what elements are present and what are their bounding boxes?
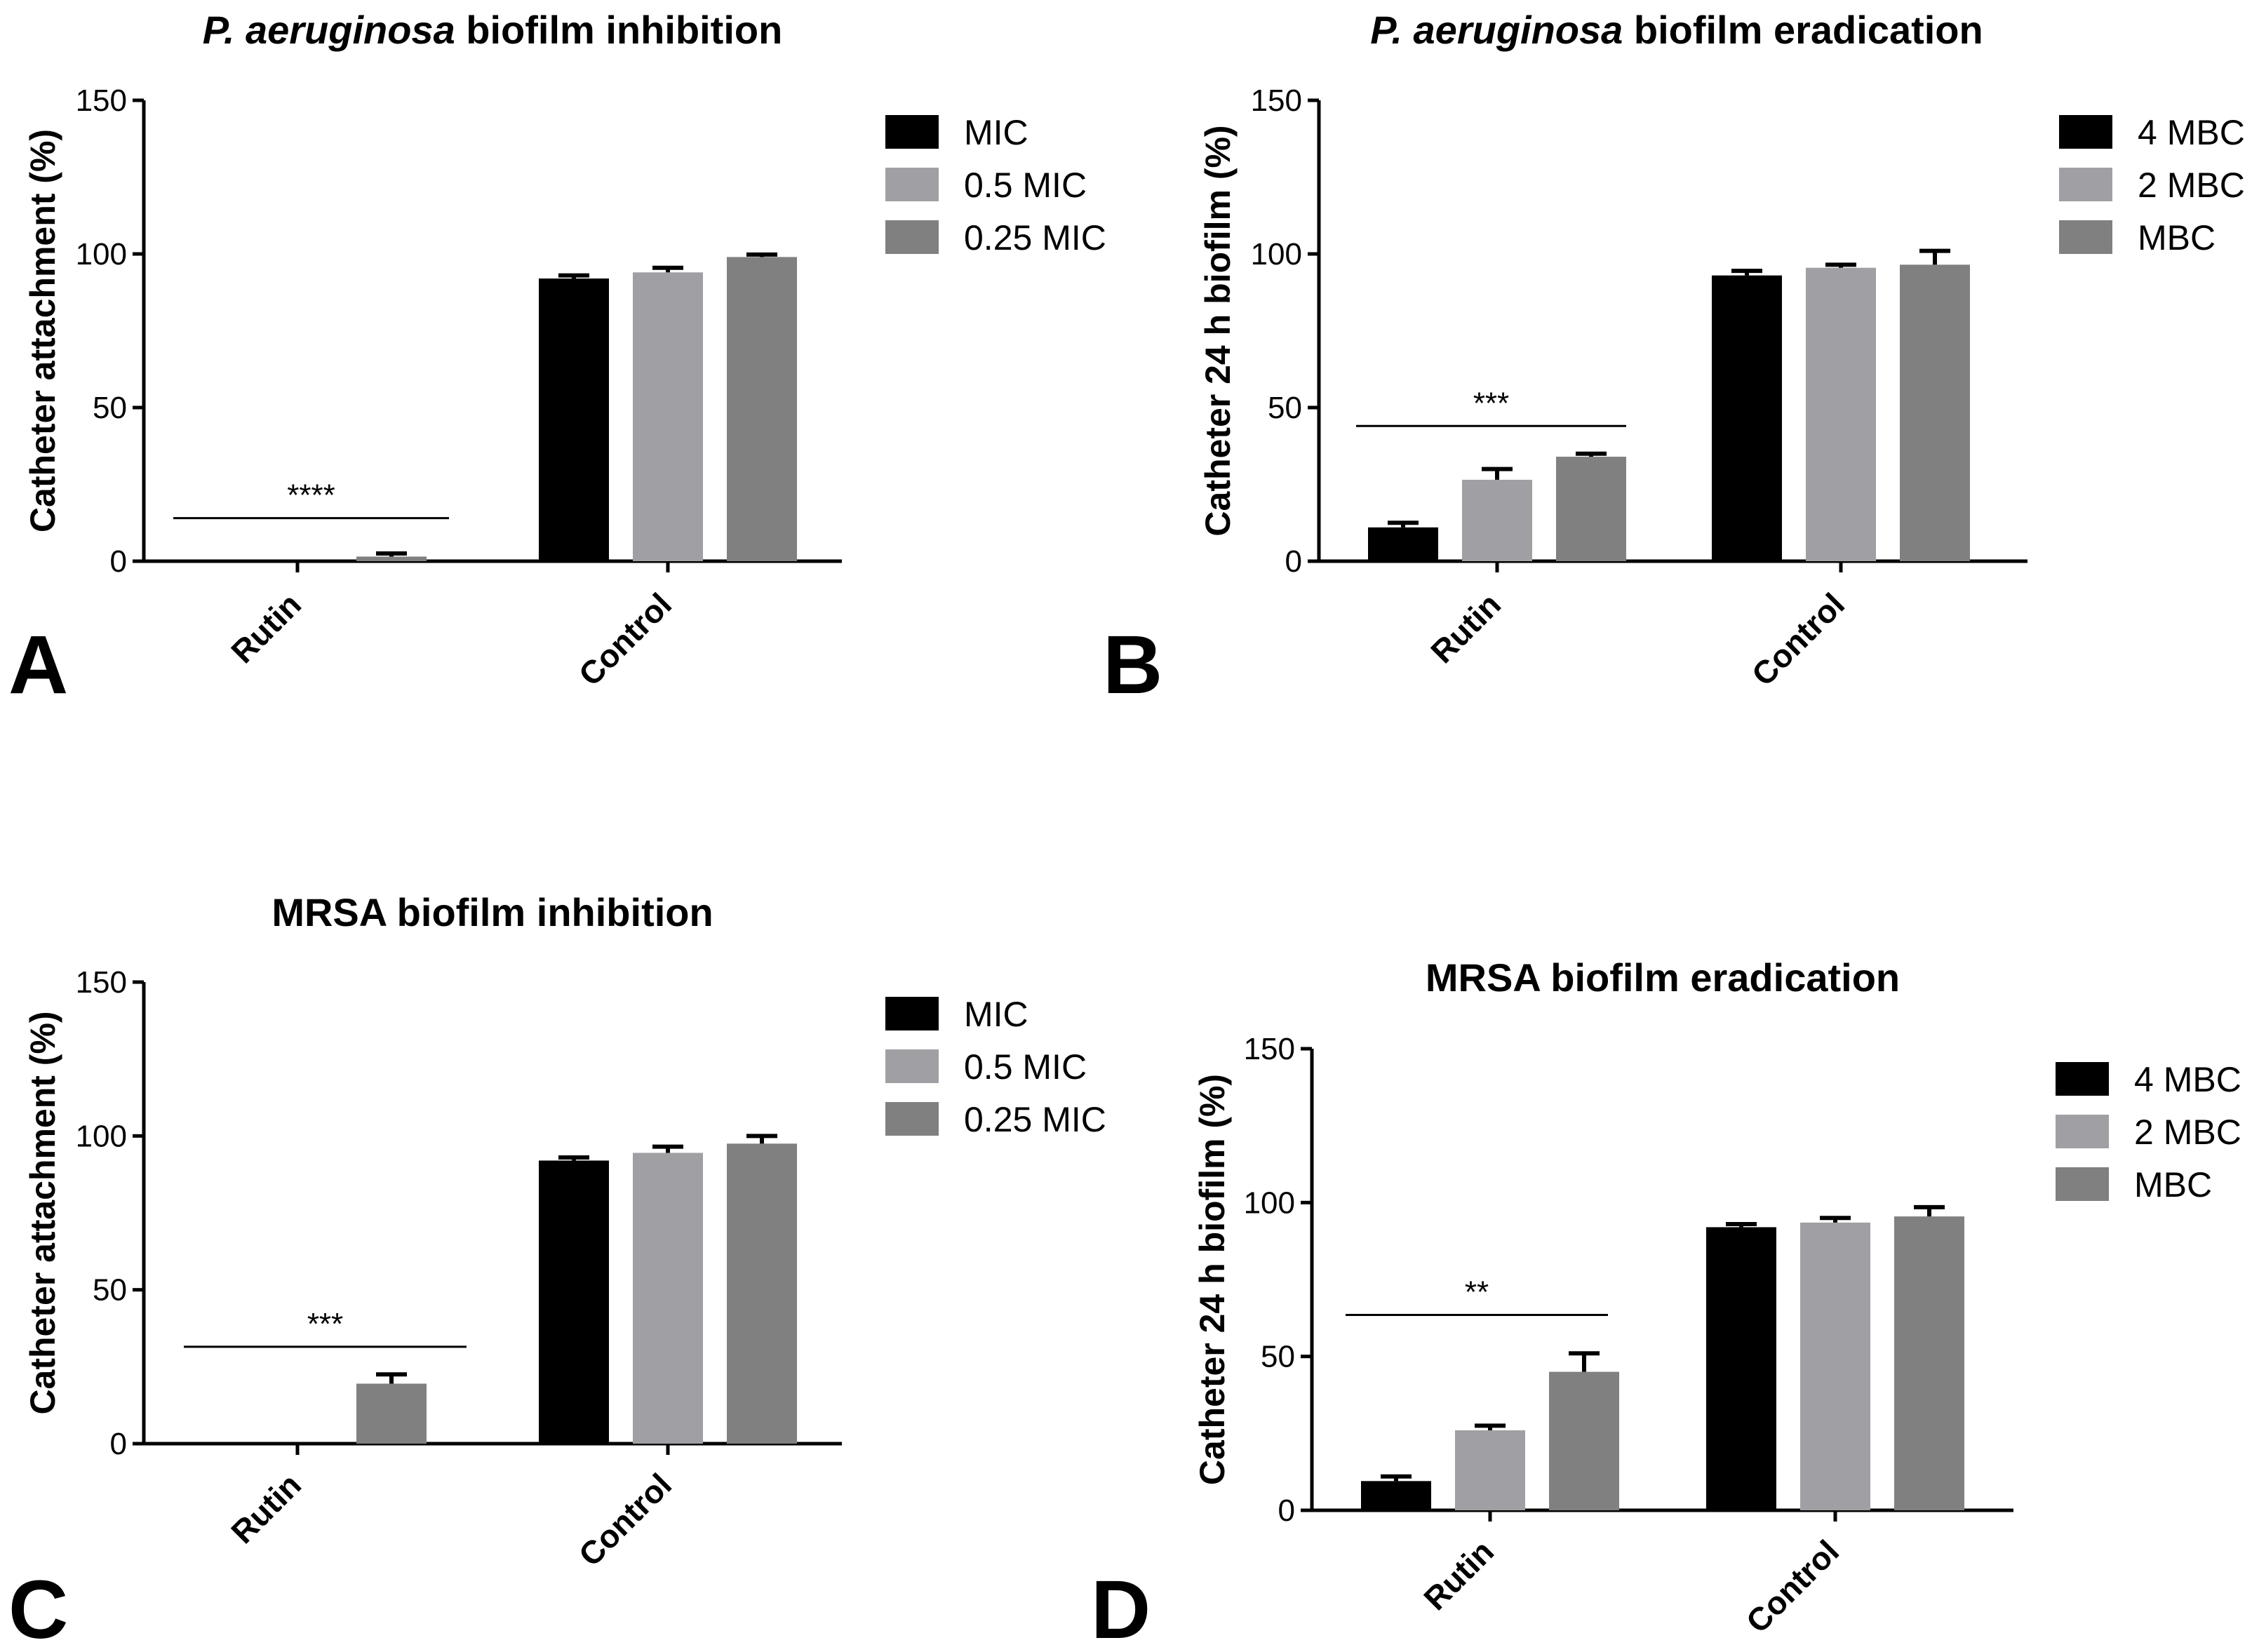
bar <box>633 272 703 561</box>
chart-title-text: biofilm eradication <box>1623 8 1983 52</box>
bar <box>1706 1227 1776 1510</box>
bar <box>1712 275 1782 561</box>
chart-title-text: MRSA biofilm inhibition <box>272 890 713 934</box>
y-tick-label: 0 <box>110 544 127 579</box>
legend-swatch <box>885 1102 939 1136</box>
bar <box>1800 1222 1870 1510</box>
legend-swatch <box>2056 1062 2109 1096</box>
y-tick-label: 150 <box>76 965 127 1000</box>
legend-label: 2 MBC <box>2138 166 2245 205</box>
legend-swatch <box>885 220 939 254</box>
bar <box>1900 264 1970 561</box>
panel-B: P. aeruginosa biofilm eradication Cathete… <box>1103 8 2245 711</box>
bar <box>356 1383 427 1444</box>
x-tick-label: Control <box>1745 586 1851 692</box>
x-tick-label: Rutin <box>224 586 308 670</box>
bar <box>1556 457 1626 561</box>
panel-A: P. aeruginosa biofilm inhibition Catheter… <box>8 8 1106 711</box>
y-tick-label: 150 <box>1251 83 1302 118</box>
y-axis-label: Catheter attachment (%) <box>23 1011 62 1414</box>
bar <box>1462 479 1532 561</box>
legend-swatch <box>885 115 939 149</box>
legend-label: 0.5 MIC <box>964 1047 1087 1087</box>
y-tick-label: 50 <box>1261 1340 1295 1374</box>
y-tick-label: 50 <box>93 391 127 425</box>
legend-label: 0.25 MIC <box>964 218 1106 257</box>
legend-label: MIC <box>964 995 1028 1034</box>
chart-title: P. aeruginosa biofilm eradication <box>1370 8 1983 52</box>
legend-label: MBC <box>2138 218 2216 257</box>
bar <box>727 257 797 561</box>
legend-label: 4 MBC <box>2138 113 2245 152</box>
y-tick-label: 100 <box>76 1119 127 1153</box>
significance-label: ** <box>1465 1275 1489 1309</box>
legend-label: 2 MBC <box>2134 1113 2241 1152</box>
legend-swatch <box>885 168 939 201</box>
y-tick-label: 100 <box>76 237 127 271</box>
y-tick-label: 150 <box>1244 1032 1295 1066</box>
panel-D: MRSA biofilm eradication Catheter 24 h bi… <box>1091 955 2241 1652</box>
legend-label: MIC <box>964 113 1028 152</box>
y-tick-label: 100 <box>1244 1186 1295 1220</box>
legend-label: 0.25 MIC <box>964 1100 1106 1139</box>
y-tick-label: 150 <box>76 83 127 118</box>
chart-title-italic: P. aeruginosa <box>203 8 455 52</box>
legend-swatch <box>2059 220 2112 254</box>
bar <box>539 1160 609 1444</box>
bar <box>356 556 427 561</box>
y-tick-label: 50 <box>93 1273 127 1308</box>
x-tick-label: Control <box>1739 1533 1846 1639</box>
y-tick-label: 0 <box>1285 544 1302 579</box>
legend-swatch <box>2056 1167 2109 1201</box>
bar <box>1549 1371 1619 1510</box>
legend-label: 4 MBC <box>2134 1060 2241 1099</box>
legend-swatch <box>2059 168 2112 201</box>
panel-letter: C <box>8 1564 68 1652</box>
x-tick-label: Rutin <box>224 1466 308 1550</box>
y-tick-label: 0 <box>1278 1493 1295 1528</box>
panel-letter: A <box>8 619 68 711</box>
x-tick-label: Control <box>572 1466 678 1573</box>
bar <box>539 278 609 561</box>
bar <box>1361 1481 1431 1510</box>
legend-swatch <box>885 1049 939 1083</box>
x-tick-label: Rutin <box>1416 1533 1501 1617</box>
chart-title-italic: P. aeruginosa <box>1370 8 1623 52</box>
bar <box>1894 1216 1964 1510</box>
chart-title: MRSA biofilm eradication <box>1426 955 1900 1000</box>
chart-title-text: MRSA biofilm eradication <box>1426 955 1900 1000</box>
legend-swatch <box>2056 1115 2109 1148</box>
x-tick-label: Rutin <box>1423 586 1508 670</box>
panel-letter: D <box>1091 1564 1151 1652</box>
significance-label: *** <box>1473 386 1509 420</box>
chart-title-text: biofilm inhibition <box>455 8 783 52</box>
y-tick-label: 50 <box>1268 391 1302 425</box>
bar <box>1455 1430 1525 1510</box>
panel-C: MRSA biofilm inhibition Catheter attachme… <box>8 890 1106 1652</box>
chart-title: MRSA biofilm inhibition <box>272 890 713 934</box>
y-axis-label: Catheter 24 h biofilm (%) <box>1193 1074 1232 1485</box>
legend-label: 0.5 MIC <box>964 166 1087 205</box>
legend-label: MBC <box>2134 1165 2212 1204</box>
legend-swatch <box>2059 115 2112 149</box>
bar <box>633 1153 703 1444</box>
significance-label: **** <box>287 478 335 513</box>
panel-letter: B <box>1103 619 1162 711</box>
y-axis-label: Catheter attachment (%) <box>23 129 62 532</box>
y-tick-label: 100 <box>1251 237 1302 271</box>
x-tick-label: Control <box>572 586 678 692</box>
bar <box>727 1143 797 1444</box>
bar <box>1368 527 1438 561</box>
y-tick-label: 0 <box>110 1427 127 1461</box>
legend-swatch <box>885 997 939 1030</box>
y-axis-label: Catheter 24 h biofilm (%) <box>1198 125 1238 536</box>
significance-label: *** <box>307 1307 343 1341</box>
chart-title: P. aeruginosa biofilm inhibition <box>203 8 783 52</box>
bar <box>1806 267 1876 561</box>
